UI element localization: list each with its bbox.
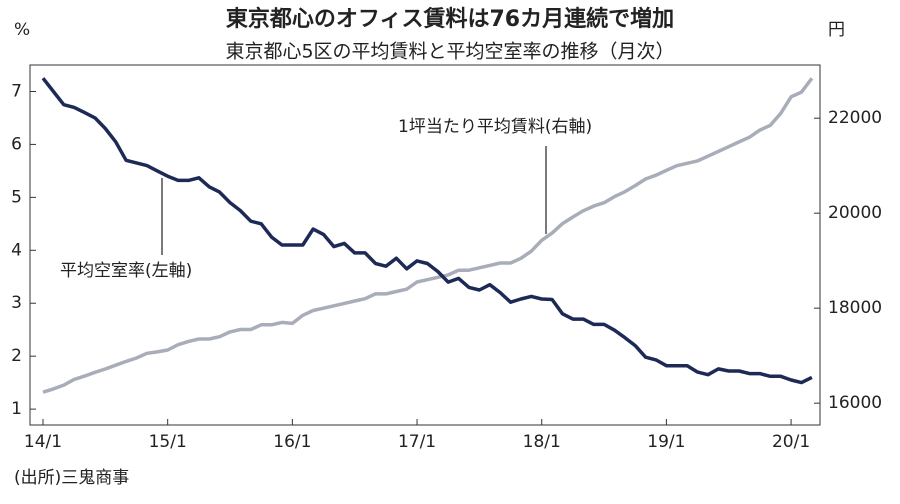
series-line: [41, 77, 813, 385]
plot-frame: [29, 64, 821, 426]
source-note: (出所)三鬼商事: [14, 468, 129, 488]
y2-tick-label: 20000: [828, 203, 882, 223]
y-tick-label: 3: [11, 293, 22, 313]
y-tick-label: 7: [11, 81, 22, 101]
series-line: [42, 77, 814, 394]
x-tick-label: 20/1: [772, 432, 810, 452]
x-tick-label: 17/1: [398, 432, 436, 452]
y-tick-label: 4: [11, 240, 22, 260]
y-tick-label: 6: [11, 134, 22, 154]
x-tick-label: 14/1: [24, 432, 62, 452]
x-tick-label: 16/1: [273, 432, 311, 452]
series-label: 1坪当たり平均賃料(右軸): [398, 117, 592, 137]
x-tick-label: 15/1: [149, 432, 187, 452]
chart-subtitle: 東京都心5区の平均賃料と平均空室率の推移（月次）: [225, 41, 674, 63]
y2-axis-unit: 円: [828, 20, 845, 40]
y-tick-label: 5: [11, 187, 22, 207]
x-tick-label: 18/1: [523, 432, 561, 452]
y-tick-label: 2: [11, 346, 22, 366]
chart-title: 東京都心のオフィス賃料は76カ月連続で増加: [226, 6, 674, 32]
y-axis-unit: %: [14, 20, 30, 40]
x-tick-label: 19/1: [647, 432, 685, 452]
y2-tick-label: 22000: [828, 108, 882, 128]
y2-tick-label: 18000: [828, 298, 882, 318]
y2-tick-label: 16000: [828, 393, 882, 413]
series-label: 平均空室率(左軸): [60, 261, 192, 281]
y-tick-label: 1: [11, 399, 22, 419]
